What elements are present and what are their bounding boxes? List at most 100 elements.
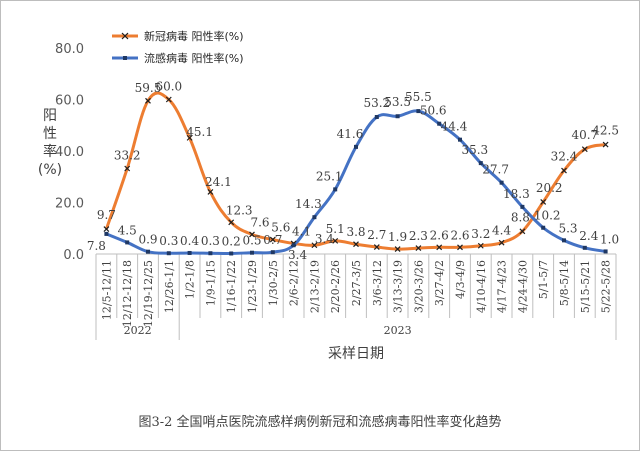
x-tick-label: 12/12-12/18 [121,260,134,327]
covid-data-label: 9.7 [97,208,116,222]
x-tick-label: 4/3-4/9 [454,260,467,299]
marker-stroke [124,165,131,172]
flu-data-label: 0.4 [180,234,199,248]
covid-data-label: 20.2 [536,181,563,195]
x-tick-label: 2/27-3/5 [350,260,363,306]
covid-data-label: 2.3 [409,229,428,243]
flu-point-marker [125,240,130,245]
marker-stroke [373,244,380,250]
x-tick-label: 12/19-12/25 [142,260,155,327]
covid-data-label: 12.3 [226,203,253,217]
y-tick-label: 60.0 [55,94,84,109]
legend-marker [123,56,127,60]
legend-label: 新冠病毒 阳性率(%) [144,29,244,43]
flu-point-marker [603,249,608,254]
x-tick-label: 2/13-2/19 [308,260,321,313]
legend-item-covid: 新冠病毒 阳性率(%) [112,29,244,43]
covid-point-marker [145,97,151,104]
covid-data-label: 4.1 [292,224,311,238]
flu-point-marker [146,249,150,254]
flu-point-marker [291,243,296,248]
legend-item-flu: 流感病毒 阳性率(%) [112,51,244,65]
covid-point-marker [457,244,463,251]
flu-point-marker [333,187,338,192]
x-tick-label: 4/10-4/16 [475,260,488,313]
covid-point-marker [561,167,567,174]
covid-data-label: 4.4 [492,224,511,238]
flu-point-marker [270,250,275,255]
marker-stroke [602,141,609,148]
axes: 0.0 20.0 40.0 60.0 80.0 12/5-12/11 12/12-12/18… [38,42,617,362]
covid-data-label: 32.4 [551,150,578,164]
flu-point-marker [582,245,587,250]
flu-point-marker [374,115,379,120]
covid-data-label: 5.6 [271,221,290,235]
flu-point-marker [416,109,421,114]
covid-data-label: 2.6 [450,228,469,242]
figure-caption: 图3-2 全国哨点医院流感样病例新冠和流感病毒阳性率变化趋势 [138,415,502,430]
flu-point-marker [104,231,109,236]
flu-point-marker [208,251,213,256]
year-group-label: 2022 [124,324,152,337]
marker-stroke [207,189,214,195]
marker-stroke [561,167,567,174]
x-tick-label: 3/6-3/12 [371,260,384,306]
flu-data-label: 27.7 [482,163,509,177]
covid-point-marker [269,236,276,243]
marker-stroke [165,96,172,103]
x-tick-label: 4/24-4/30 [516,260,529,313]
x-tick-label: 2/20-2/26 [329,260,342,313]
x-tick-label: 12/5-12/11 [100,260,113,320]
covid-point-marker [353,241,359,248]
marker-stroke [415,245,422,252]
x-tick-label: 4/17-4/23 [496,260,509,313]
flu-data-label: 7.8 [87,239,106,253]
marker-stroke [332,237,339,244]
flu-data-label: 0.7 [263,233,282,247]
covid-point-marker [311,242,318,249]
x-tick-label: 1/9-1/15 [204,260,217,306]
flu-point-marker [229,251,234,256]
positivity-rate-chart: 0.0 20.0 40.0 60.0 80.0 12/5-12/11 12/12-12/18… [38,29,619,362]
x-tick-label: 5/15-5/21 [579,260,592,313]
x-tick-label: 1/23-1/29 [246,260,259,313]
flu-data-label: 5.3 [558,221,577,235]
covid-data-label: 42.5 [592,124,619,138]
flu-data-label: 44.4 [441,120,468,134]
flu-point-marker [395,114,400,119]
flu-point-marker [478,161,483,166]
x-tick-label: 5/22-5/28 [600,260,613,313]
flu-data-label: 25.1 [316,169,343,183]
flu-point-marker [354,144,358,149]
covid-data-label: 3.8 [346,225,365,239]
legend-marker [121,32,129,40]
x-tick-label: 12/26-1/1 [163,260,176,313]
flu-data-label: 50.6 [420,104,447,118]
flu-data-label: 35.3 [461,143,488,157]
flu-point-marker [312,215,317,220]
covid-point-marker [165,96,172,103]
covid-point-marker [498,239,505,246]
covid-data-label: 3.2 [471,227,490,241]
covid-data-label: 59.5 [135,81,162,95]
covid-data-label: 2.6 [430,228,449,242]
covid-data-label: 8.8 [511,210,530,224]
covid-data-label: 5.1 [326,222,345,236]
x-tick-label: 3/20-3/26 [412,260,425,313]
covid-point-marker [436,244,443,251]
covid-data-label: 1.9 [388,230,407,244]
x-tick-label: 1/30-2/5 [267,260,280,306]
covid-point-marker [207,189,214,195]
legend-label: 流感病毒 阳性率(%) [144,51,244,65]
marker-stroke [457,244,463,251]
flu-data-label: 41.6 [337,127,364,141]
covid-point-marker [124,165,131,172]
flu-data-label: 18.3 [503,187,530,201]
covid-point-marker [332,237,339,244]
covid-point-marker [477,242,484,249]
x-axis-title: 采样日期 [328,346,384,362]
marker-stroke [228,219,235,226]
flu-data-label: 0.2 [222,234,241,248]
x-tick-label: 3/27-4/2 [433,260,446,306]
flu-data-label: 10.2 [534,209,561,223]
